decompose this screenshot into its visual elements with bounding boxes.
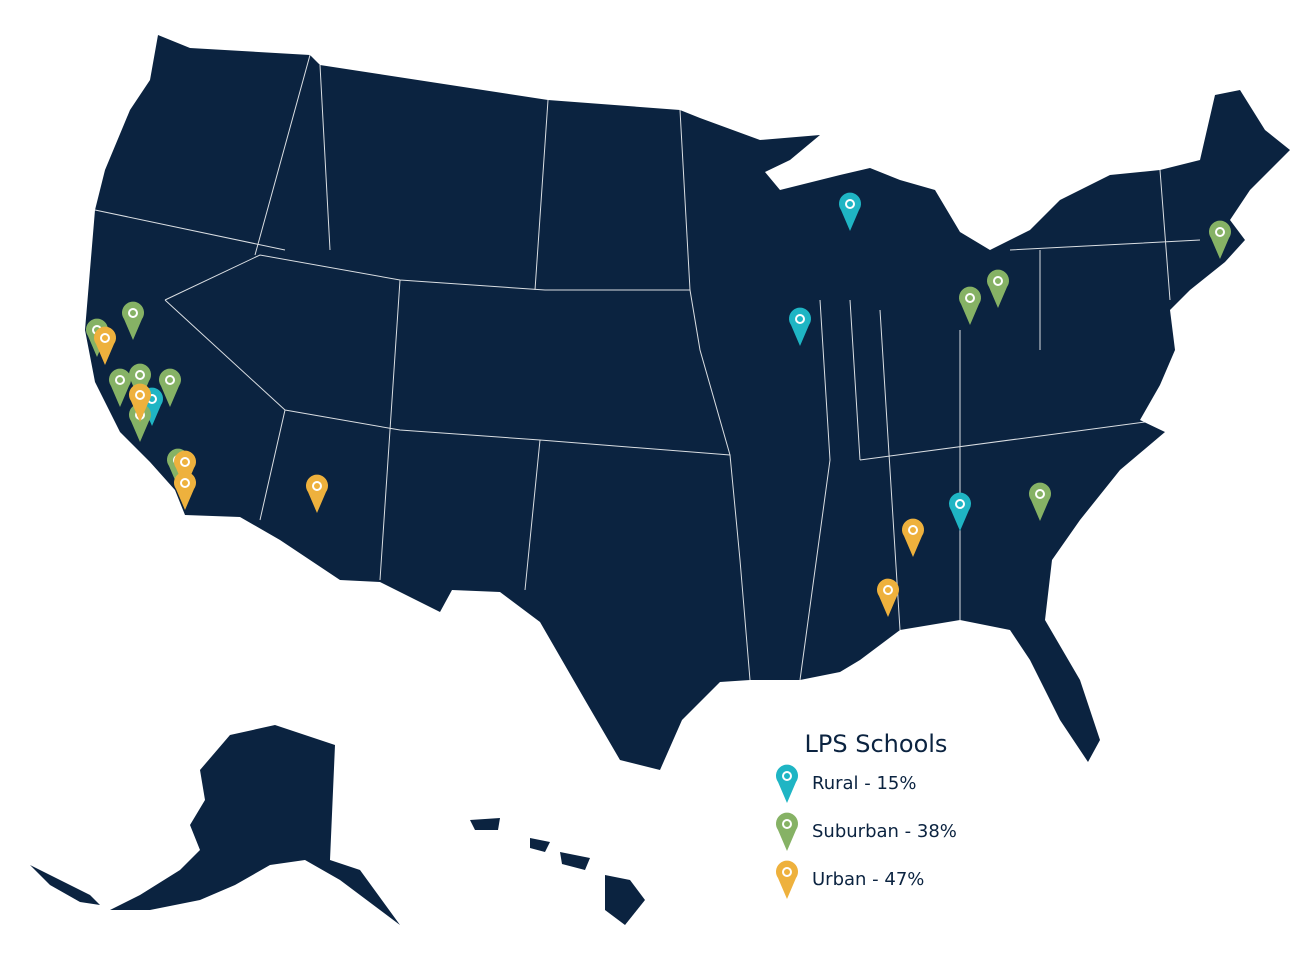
pin-body [109, 368, 131, 407]
pin [109, 368, 131, 407]
pin-body [877, 578, 900, 617]
pin [94, 326, 116, 365]
pin-dot [128, 308, 138, 318]
school-pins [86, 192, 1231, 617]
pin [902, 518, 925, 557]
pin-dot [100, 333, 110, 343]
pin-body [129, 403, 151, 442]
pin-dot [312, 481, 322, 491]
pin-body [174, 471, 196, 510]
pin [959, 286, 982, 325]
pin [1029, 482, 1051, 521]
hawaii-big-island [605, 875, 645, 925]
pin-body [959, 286, 982, 325]
pin [776, 860, 798, 899]
pin [776, 764, 798, 803]
pin-dot [795, 314, 805, 324]
pin-dot [782, 867, 792, 877]
pin-dot [180, 478, 190, 488]
lower-48 [85, 35, 1290, 770]
pin-dot [165, 375, 175, 385]
pin [129, 363, 151, 402]
pin-body [789, 307, 811, 346]
pin-body [839, 192, 861, 231]
pin-dot [883, 585, 893, 595]
us-mainland [85, 35, 1290, 770]
pin-body [949, 492, 972, 531]
legend-label: Suburban - 38% [812, 821, 957, 842]
pin [987, 269, 1009, 308]
pin-dot [965, 293, 975, 303]
pin-dot [908, 525, 918, 535]
pin-dot [993, 276, 1003, 286]
pin-body [776, 860, 798, 899]
pin-body [129, 383, 151, 422]
alaska [30, 725, 400, 925]
pin [174, 471, 196, 510]
pin [1209, 220, 1231, 259]
pin-body [159, 368, 181, 407]
pin-dot [955, 499, 965, 509]
pin-body [1029, 482, 1051, 521]
hawaii-islands [470, 818, 590, 870]
state-borders [94, 54, 1201, 681]
pin-dot [782, 819, 792, 829]
pin-body [902, 518, 925, 557]
pin-dot [115, 375, 125, 385]
pin-dot [180, 457, 190, 467]
pin [877, 578, 900, 617]
pin [776, 812, 798, 851]
pin-body [776, 812, 798, 851]
pin [949, 492, 972, 531]
pin-body [987, 269, 1009, 308]
pin-dot [782, 771, 792, 781]
legend-title: LPS Schools [805, 730, 948, 758]
pin-dot [135, 370, 145, 380]
aleutians [30, 865, 100, 905]
alaska-shape [110, 725, 400, 925]
pin [789, 307, 811, 346]
pin-dot [1215, 227, 1225, 237]
pin [839, 192, 861, 231]
pin-dot [845, 199, 855, 209]
pin [122, 301, 145, 340]
hawaii [470, 818, 645, 925]
pin-dot [1035, 489, 1045, 499]
pin [174, 450, 196, 489]
pin [129, 383, 151, 422]
pin-body [174, 450, 196, 489]
pin [306, 474, 328, 513]
legend: LPS Schools Rural - 15% Suburban - 38% Urb… [776, 730, 957, 899]
legend-label: Urban - 47% [812, 869, 924, 890]
pin-body [94, 326, 116, 365]
pin-body [776, 764, 798, 803]
pin-body [306, 474, 328, 513]
pin-body [129, 363, 151, 402]
legend-label: Rural - 15% [812, 773, 916, 794]
pin-body [122, 301, 145, 340]
pin-body [1209, 220, 1231, 259]
pin-dot [135, 390, 145, 400]
pin [159, 368, 181, 407]
